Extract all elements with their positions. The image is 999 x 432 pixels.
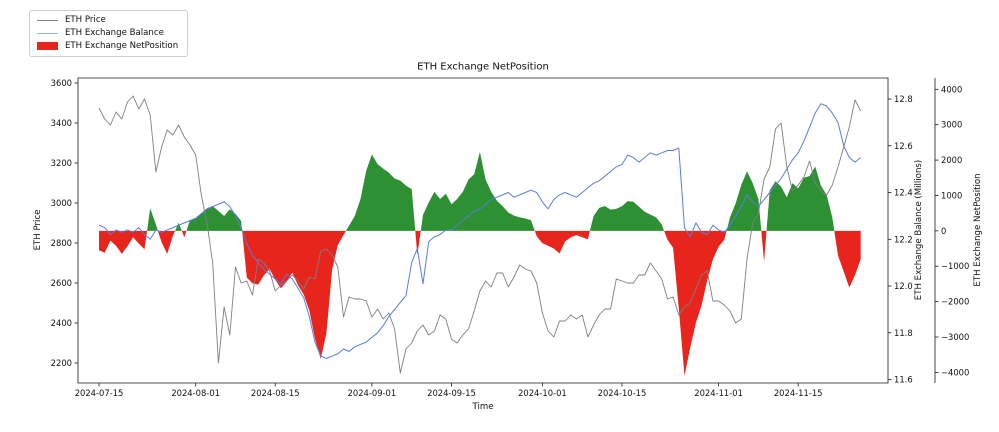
tick-label: 2024-08-15 xyxy=(251,388,300,398)
tick-label: 3000 xyxy=(941,120,962,130)
eth-exchange-balance-line xyxy=(98,103,862,359)
netposition-patch-swatch xyxy=(37,42,58,50)
tick-label: 4000 xyxy=(941,84,962,94)
netposition-negative-area xyxy=(99,230,861,376)
tick-label: 3200 xyxy=(51,158,72,168)
tick-label: 2024-07-15 xyxy=(75,388,124,398)
y-axis-label-balance: ETH Exchange Balance (Millions) xyxy=(914,159,924,301)
tick-label: 11.6 xyxy=(894,374,913,384)
tick-label: 2400 xyxy=(51,318,72,328)
eth-price-line-swatch xyxy=(37,19,58,21)
eth-price-line xyxy=(98,95,862,374)
tick-label: 0 xyxy=(941,226,946,236)
legend-label: ETH Price xyxy=(65,15,106,25)
legend-item-netposition: ETH Exchange NetPosition xyxy=(37,41,178,51)
netposition-positive-area xyxy=(99,152,861,231)
tick-label: 2024-10-01 xyxy=(518,388,567,398)
tick-label: 2024-09-01 xyxy=(348,388,397,398)
tick-label: 2600 xyxy=(51,278,72,288)
tick-label: −1000 xyxy=(941,261,969,271)
tick-label: −2000 xyxy=(941,297,969,307)
legend-label: ETH Exchange Balance xyxy=(65,28,164,38)
chart-title: ETH Exchange NetPosition xyxy=(417,61,549,73)
y-axis-label-netposition: ETH Exchange NetPosition xyxy=(973,173,983,287)
tick-label: 3600 xyxy=(51,78,72,88)
tick-label: 2024-11-01 xyxy=(694,388,743,398)
tick-label: −4000 xyxy=(941,367,969,377)
tick-label: 2200 xyxy=(51,358,72,368)
tick-label: 3000 xyxy=(51,198,72,208)
legend-item-eth-price: ETH Price xyxy=(37,15,178,25)
legend-label: ETH Exchange NetPosition xyxy=(65,41,179,51)
tick-label: 12.0 xyxy=(894,281,913,291)
tick-label: 2024-08-01 xyxy=(171,388,220,398)
tick-label: 2000 xyxy=(941,155,962,165)
tick-label: 2800 xyxy=(51,238,72,248)
y-axis-label-price: ETH Price xyxy=(33,209,43,251)
tick-label: 12.8 xyxy=(894,94,913,104)
tick-label: 12.4 xyxy=(894,188,913,198)
tick-label: −3000 xyxy=(941,332,969,342)
tick-label: 3400 xyxy=(51,118,72,128)
x-axis-label-time: Time xyxy=(472,402,494,412)
exchange-balance-line-swatch xyxy=(37,32,58,34)
tick-label: 11.8 xyxy=(894,328,913,338)
tick-label: 12.6 xyxy=(894,141,913,151)
legend-box: ETH Price ETH Exchange Balance ETH Excha… xyxy=(29,10,189,57)
legend-item-exchange-balance: ETH Exchange Balance xyxy=(37,28,178,38)
tick-label: 2024-09-15 xyxy=(427,388,476,398)
tick-label: 12.2 xyxy=(894,234,913,244)
tick-label: 1000 xyxy=(941,190,962,200)
tick-label: 2024-10-15 xyxy=(598,388,647,398)
axes-spines xyxy=(77,77,889,384)
tick-label: 2024-11-15 xyxy=(774,388,823,398)
